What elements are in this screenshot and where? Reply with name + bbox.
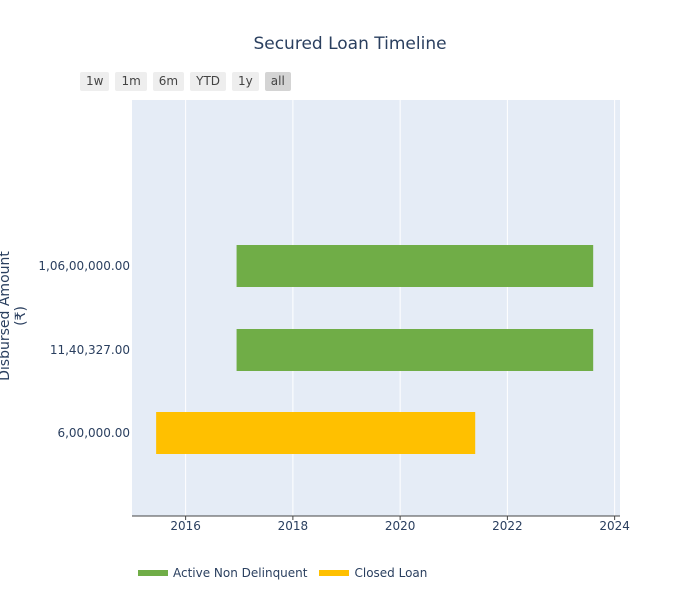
- axes: 2016 2018 2020 2022 2024 6,00,000.00 11,40,327…: [38, 259, 630, 533]
- range-button-1y[interactable]: 1y: [232, 72, 259, 91]
- legend-swatch: [138, 570, 168, 576]
- x-tick-label: 2020: [385, 519, 416, 533]
- legend-label: Closed Loan: [354, 566, 428, 580]
- y-tick-label: 1,06,00,000.00: [38, 259, 130, 273]
- legend: Active Non Delinquent Closed Loan: [138, 566, 427, 580]
- timeline-bar[interactable]: [236, 329, 594, 371]
- y-tick-label: 6,00,000.00: [57, 426, 130, 440]
- timeline-bar[interactable]: [156, 412, 476, 454]
- range-button-1w[interactable]: 1w: [80, 72, 110, 91]
- legend-item[interactable]: Closed Loan: [319, 566, 427, 580]
- range-selector: 1w 1m 6m YTD 1y all: [80, 72, 291, 91]
- x-tick-label: 2024: [599, 519, 630, 533]
- x-tick-label: 2016: [170, 519, 201, 533]
- range-button-ytd[interactable]: YTD: [190, 72, 227, 91]
- x-tick-label: 2022: [492, 519, 523, 533]
- range-button-all[interactable]: all: [264, 72, 291, 91]
- y-tick-label: 11,40,327.00: [50, 343, 130, 357]
- legend-item[interactable]: Active Non Delinquent: [138, 566, 307, 580]
- legend-swatch: [319, 570, 350, 576]
- range-button-1m[interactable]: 1m: [115, 72, 147, 91]
- y-axis-label: Disbursed Amount (₹): [0, 251, 29, 381]
- timeline-bar[interactable]: [236, 245, 594, 287]
- range-button-6m[interactable]: 6m: [152, 72, 185, 91]
- bars: [156, 245, 594, 454]
- x-tick-label: 2018: [278, 519, 309, 533]
- chart-title: Secured Loan Timeline: [253, 34, 447, 54]
- legend-label: Active Non Delinquent: [173, 566, 308, 580]
